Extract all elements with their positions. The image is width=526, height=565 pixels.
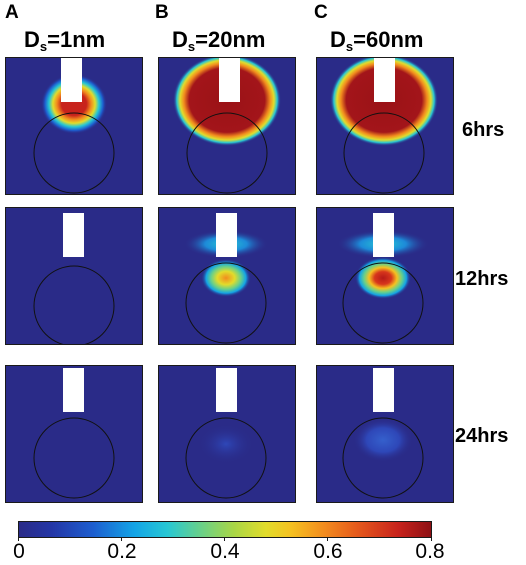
tumor-boundary xyxy=(186,112,268,194)
column-title-2: Ds=20nm xyxy=(172,27,266,54)
colorbar-tick xyxy=(224,537,225,541)
heatmap-panel-b-24hrs xyxy=(158,365,296,503)
tumor-boundary xyxy=(342,262,424,344)
electrode xyxy=(61,58,82,102)
colorbar-label: 0 xyxy=(13,540,25,563)
heatmap-panel-b-12hrs xyxy=(158,207,296,345)
tumor-boundary xyxy=(342,417,424,499)
concentration-blob xyxy=(353,418,413,462)
electrode xyxy=(216,368,237,412)
panel-letter-a: A xyxy=(5,2,19,23)
electrode xyxy=(63,368,84,412)
heatmap-panel-a-6hrs xyxy=(5,57,143,195)
colorbar-label: 0.2 xyxy=(107,540,137,563)
electrode xyxy=(374,58,395,102)
tumor-boundary xyxy=(185,417,267,499)
tumor-boundary xyxy=(33,417,115,499)
colorbar-tick xyxy=(121,537,122,541)
electrode xyxy=(63,213,84,257)
colorbar-label: 0.4 xyxy=(210,540,240,563)
electrode xyxy=(219,58,240,102)
panel-letter-c: C xyxy=(314,2,328,23)
concentration-blob xyxy=(41,74,107,134)
row-label-6hrs: 6hrs xyxy=(462,119,505,141)
colorbar-label: 0.6 xyxy=(313,540,343,563)
tumor-boundary xyxy=(33,112,115,194)
concentration-blob xyxy=(201,259,251,297)
electrode xyxy=(373,368,394,412)
colorbar-tick xyxy=(431,537,432,541)
heatmap-panel-c-24hrs xyxy=(316,365,454,503)
colorbar-label: 0.8 xyxy=(415,540,445,563)
colorbar-tick xyxy=(327,537,328,541)
heatmap-panel-a-12hrs xyxy=(5,207,143,345)
electrode xyxy=(216,213,237,257)
heatmap-panel-c-12hrs xyxy=(316,207,454,345)
tumor-boundary xyxy=(343,112,425,194)
tumor-boundary xyxy=(33,265,115,344)
colorbar xyxy=(18,521,432,538)
colorbar-tick xyxy=(18,537,19,541)
heatmap-panel-a-24hrs xyxy=(5,365,143,503)
concentration-blob xyxy=(355,257,411,299)
panel-letter-b: B xyxy=(155,2,169,23)
tumor-boundary xyxy=(185,262,267,344)
heatmap-panel-b-6hrs xyxy=(158,57,296,195)
concentration-blob xyxy=(198,424,254,464)
row-label-12hrs: 12hrs xyxy=(455,268,509,290)
heatmap-panel-c-6hrs xyxy=(316,57,454,195)
row-label-24hrs: 24hrs xyxy=(455,425,509,447)
column-title-3: Ds=60nm xyxy=(330,27,424,54)
column-title-1: Ds=1nm xyxy=(24,27,106,54)
electrode xyxy=(373,213,394,257)
